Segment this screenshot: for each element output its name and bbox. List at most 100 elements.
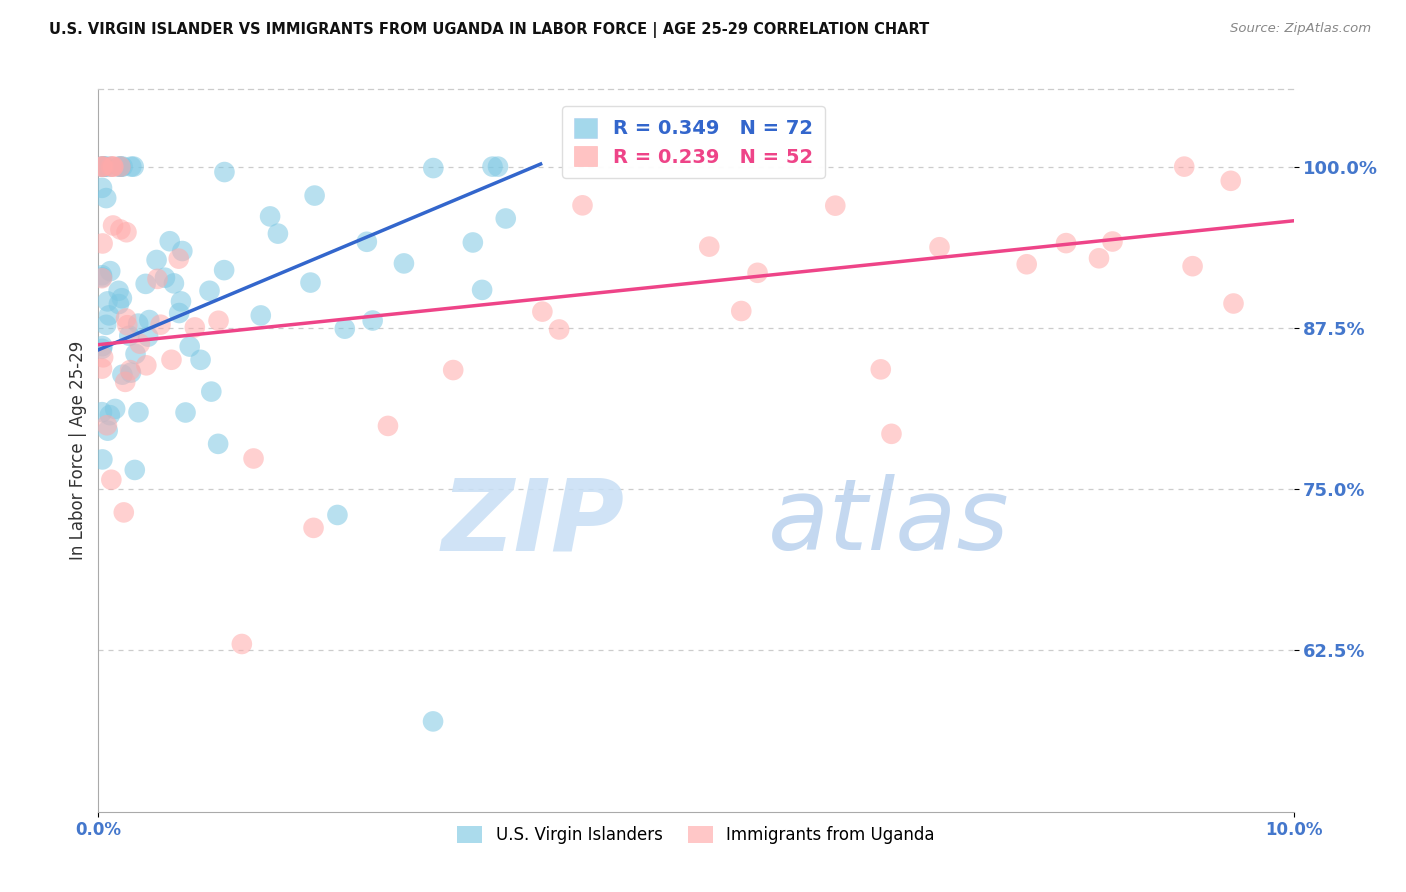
Point (531, 304, 554, 318)
Point (172, 244, 194, 258)
Point (98, 408, 121, 422)
Point (112, 505, 135, 519)
Point (153, 270, 176, 285)
Point (1222, 296, 1244, 310)
Point (159, 234, 181, 248)
Point (145, 252, 167, 267)
Point (110, 160, 132, 174)
Point (128, 336, 150, 351)
Point (117, 318, 139, 333)
Point (302, 521, 325, 535)
Point (98, 160, 121, 174)
Point (207, 314, 229, 328)
Point (91, 342, 114, 356)
Point (93, 160, 115, 174)
Text: atlas: atlas (768, 475, 1010, 571)
Point (115, 311, 138, 326)
Point (174, 405, 197, 419)
Point (91, 236, 114, 251)
Point (267, 227, 290, 241)
Point (91, 405, 114, 419)
Point (299, 276, 322, 290)
Point (170, 294, 193, 309)
Point (356, 235, 378, 249)
Point (377, 418, 399, 433)
Point (110, 160, 132, 174)
Point (1173, 160, 1195, 174)
Point (481, 160, 503, 174)
Point (471, 283, 494, 297)
Text: ZIP: ZIP (441, 475, 624, 571)
Point (1181, 259, 1204, 273)
Point (149, 318, 172, 332)
Point (98, 309, 121, 323)
Point (100, 473, 122, 487)
Point (326, 508, 349, 522)
Point (214, 165, 236, 179)
Point (96, 318, 118, 332)
Point (108, 160, 131, 174)
Point (495, 211, 517, 226)
Point (441, 363, 464, 377)
Text: Source: ZipAtlas.com: Source: ZipAtlas.com (1230, 22, 1371, 36)
Point (96, 418, 118, 433)
Point (212, 263, 235, 277)
Point (97, 424, 120, 438)
Point (91, 181, 114, 195)
Point (135, 277, 157, 291)
Point (101, 219, 124, 233)
Point (91, 160, 114, 174)
Point (96, 191, 118, 205)
Point (869, 362, 891, 376)
Point (259, 210, 281, 224)
Point (91, 270, 114, 285)
Point (91, 339, 114, 353)
Point (94, 160, 117, 174)
Point (249, 309, 271, 323)
Point (91, 351, 114, 365)
Point (461, 235, 484, 250)
Point (231, 637, 253, 651)
Point (124, 463, 146, 477)
Point (135, 359, 157, 373)
Point (184, 320, 207, 334)
Point (1015, 257, 1038, 271)
Point (118, 328, 141, 343)
Point (100, 160, 122, 174)
Point (138, 313, 160, 327)
Point (486, 160, 509, 174)
Point (96, 294, 118, 309)
Point (120, 363, 142, 377)
Point (361, 313, 384, 327)
Point (824, 199, 846, 213)
Point (548, 322, 571, 336)
Y-axis label: In Labor Force | Age 25-29: In Labor Force | Age 25-29 (69, 341, 87, 560)
Point (128, 405, 150, 419)
Point (110, 160, 132, 174)
Point (124, 347, 146, 361)
Point (111, 291, 134, 305)
Point (107, 284, 129, 298)
Point (880, 426, 903, 441)
Point (111, 160, 134, 174)
Point (91, 271, 114, 285)
Point (91, 160, 114, 174)
Point (200, 384, 222, 399)
Point (422, 161, 444, 175)
Point (304, 188, 326, 202)
Point (91, 361, 114, 376)
Point (91, 452, 114, 467)
Point (115, 225, 138, 239)
Point (730, 304, 752, 318)
Point (167, 252, 190, 266)
Point (392, 256, 415, 270)
Point (167, 306, 190, 320)
Point (120, 160, 142, 174)
Point (571, 198, 593, 212)
Point (1101, 235, 1123, 249)
Text: U.S. VIRGIN ISLANDER VS IMMIGRANTS FROM UGANDA IN LABOR FORCE | AGE 25-29 CORREL: U.S. VIRGIN ISLANDER VS IMMIGRANTS FROM … (49, 22, 929, 38)
Point (93, 160, 115, 174)
Point (198, 284, 221, 298)
Point (179, 340, 201, 354)
Point (104, 401, 127, 416)
